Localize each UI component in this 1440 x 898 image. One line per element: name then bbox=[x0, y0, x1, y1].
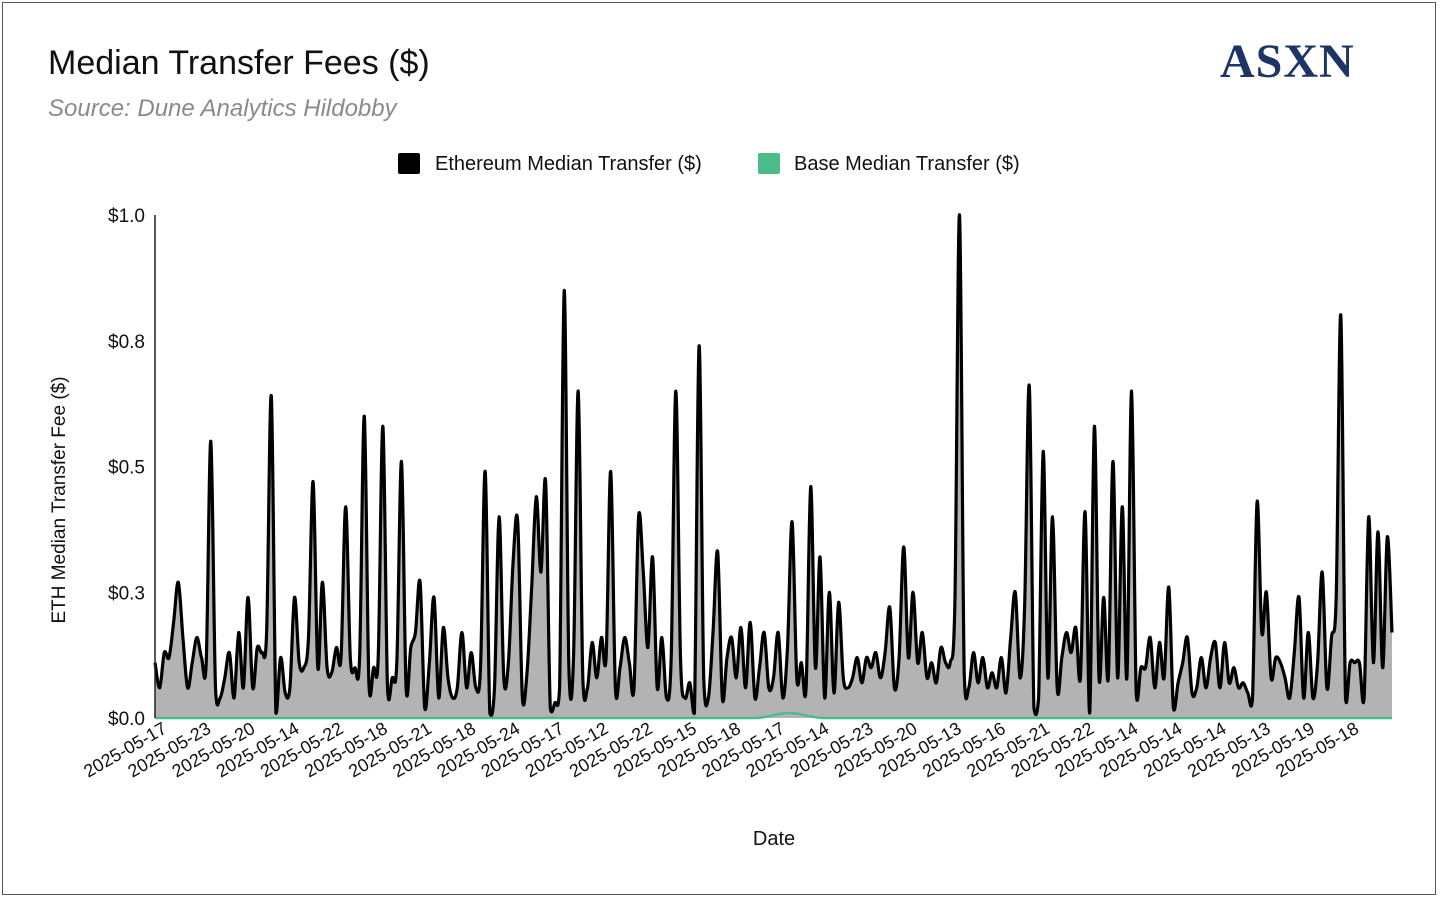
series-line-1 bbox=[155, 711, 1392, 720]
chart-subtitle: Source: Dune Analytics Hildobby bbox=[48, 95, 397, 122]
y-tick-label: $0.0 bbox=[108, 709, 145, 730]
chart-title: Median Transfer Fees ($) bbox=[48, 44, 430, 82]
x-axis-ticks: 2025-05-172025-05-232025-05-202025-05-14… bbox=[80, 718, 1362, 781]
y-axis-ticks: $0.0 $0.3 $0.5 $0.8 $1.0 bbox=[108, 206, 145, 730]
series-line-0 bbox=[153, 213, 1394, 718]
y-tick-label: $1.0 bbox=[108, 206, 145, 227]
legend-swatch-base bbox=[758, 153, 780, 174]
y-tick-label: $0.8 bbox=[108, 332, 145, 353]
legend: Ethereum Median Transfer ($) Base Median… bbox=[398, 153, 1020, 175]
y-tick-label: $0.3 bbox=[108, 583, 145, 604]
y-tick-label: $0.5 bbox=[108, 458, 145, 479]
y-axis-title: ETH Median Transfer Fee ($) bbox=[49, 376, 70, 623]
plot-area bbox=[153, 213, 1394, 720]
legend-label-ethereum: Ethereum Median Transfer ($) bbox=[435, 153, 702, 175]
x-axis-title: Date bbox=[753, 828, 795, 850]
asxn-logo: ASXN bbox=[1220, 35, 1355, 88]
legend-label-base: Base Median Transfer ($) bbox=[794, 153, 1020, 175]
legend-swatch-ethereum bbox=[398, 153, 420, 174]
